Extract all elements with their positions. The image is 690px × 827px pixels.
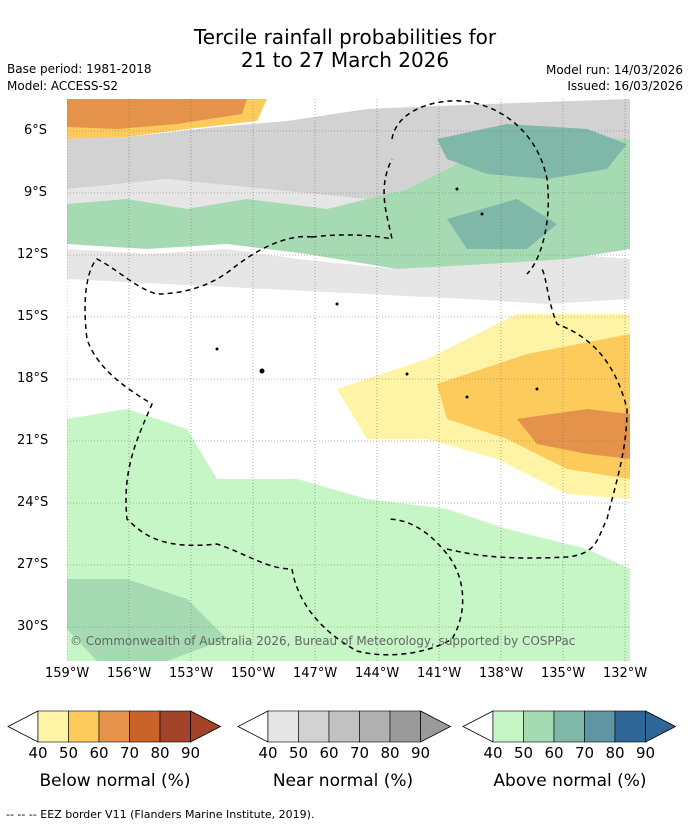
legend-near-min-arrow [237, 710, 269, 743]
lat-label-9s: 9°S [24, 185, 48, 200]
island [535, 387, 539, 391]
legend-below-swatch [98, 710, 130, 743]
eez-border-east [446, 268, 628, 559]
island [405, 372, 409, 376]
legend-below-tick: 60 [89, 744, 109, 762]
legend-near-normal [237, 710, 452, 743]
legend-below-tick: 50 [58, 744, 79, 762]
legend-above-swatch [584, 710, 616, 743]
island [465, 395, 469, 399]
chart-title-line2: 21 to 27 March 2026 [240, 48, 450, 72]
chart-title-line1: Tercile rainfall probabilities for [193, 25, 497, 49]
legend-near-tick: 70 [349, 744, 370, 762]
legend-above-max-arrow [645, 710, 677, 743]
eez-border-inner [311, 158, 393, 240]
map-copyright: © Commonwealth of Australia 2026, Bureau… [70, 634, 576, 648]
lon-label-135w: 135°W [541, 666, 586, 681]
lon-gridlines [67, 99, 626, 661]
legend-bars [7, 710, 677, 743]
eez-border-north [391, 100, 550, 275]
legend-above-swatch [553, 710, 585, 743]
legend-below-min-arrow [7, 710, 39, 743]
legend-above-tick: 60 [544, 744, 564, 762]
legend-near-tick: 80 [380, 744, 400, 762]
legend-near-swatch [359, 710, 391, 743]
legend-label-near: Near normal (%) [272, 771, 414, 791]
eez-footnote: -- -- -- EEZ border V11 (Flanders Marine… [6, 808, 315, 821]
lon-label-156w: 156°W [107, 666, 152, 681]
legend-above-tick: 50 [513, 744, 534, 762]
above-normal-band-north-strong [437, 124, 627, 179]
lat-label-27s: 27°S [17, 557, 49, 572]
lon-label-159w: 159°W [45, 666, 90, 681]
above-normal-band-south-strong [67, 579, 227, 661]
lon-label-150w: 150°W [231, 666, 276, 681]
island [480, 212, 484, 216]
above-normal-band-south [67, 409, 630, 661]
lon-label-141w: 141°W [417, 666, 462, 681]
legend-above-tick: 40 [483, 744, 503, 762]
legend-near-tick: 90 [410, 744, 431, 762]
model-run: Model run: 14/03/2026 [545, 63, 683, 77]
legend-near-swatch [389, 710, 421, 743]
lon-label-132w: 132°W [603, 666, 648, 681]
legend-below-tick: 40 [28, 744, 48, 762]
lat-label-12s: 12°S [17, 247, 49, 262]
legend-above-min-arrow [462, 710, 494, 743]
legend-below-swatch [129, 710, 161, 743]
eez-border-west [84, 235, 313, 570]
legend-near-swatch [298, 710, 330, 743]
legend-label-above: Above normal (%) [493, 771, 647, 791]
lat-label-24s: 24°S [17, 495, 49, 510]
lat-label-18s: 18°S [17, 371, 49, 386]
legend-above-swatch [523, 710, 555, 743]
legend-above-tick: 90 [635, 744, 656, 762]
legend-above-tick: 80 [605, 744, 625, 762]
near-normal-band-mid [67, 249, 630, 304]
lat-label-30s: 30°S [17, 619, 49, 634]
lat-gridlines [67, 130, 630, 628]
lon-label-153w: 153°W [169, 666, 214, 681]
legend-below-tick: 90 [180, 744, 201, 762]
legend-below-tick: 80 [150, 744, 170, 762]
near-normal-band-north [67, 99, 630, 209]
above-normal-band-north-strong2 [447, 199, 557, 249]
legend-above-swatch [614, 710, 646, 743]
legend-below-swatch [159, 710, 191, 743]
island [259, 368, 265, 374]
island [335, 302, 339, 306]
legend-below-max-arrow [190, 710, 222, 743]
legend-above-normal [462, 710, 677, 743]
island [455, 187, 459, 191]
issued-date: Issued: 16/03/2026 [567, 79, 683, 93]
legend-near-tick: 50 [288, 744, 309, 762]
legend-near-tick: 60 [319, 744, 339, 762]
legend-below-tick: 70 [119, 744, 140, 762]
legend-near-max-arrow [420, 710, 452, 743]
below-normal-region-east-strong [517, 409, 630, 459]
legend-near-swatch [267, 710, 299, 743]
island [215, 347, 219, 351]
base-period: Base period: 1981-2018 [7, 62, 152, 76]
legend-below-normal [7, 710, 222, 743]
islands [215, 187, 539, 399]
lat-label-6s: 6°S [24, 123, 48, 138]
legend-near-tick: 40 [258, 744, 278, 762]
legend-below-swatch [68, 710, 100, 743]
lon-label-138w: 138°W [479, 666, 524, 681]
lat-label-15s: 15°S [17, 309, 49, 324]
legend-near-swatch [328, 710, 360, 743]
below-normal-region-top-strong [67, 99, 247, 129]
legend-label-below: Below normal (%) [39, 771, 191, 791]
legend-above-swatch [492, 710, 524, 743]
lon-label-144w: 144°W [355, 666, 400, 681]
lat-label-21s: 21°S [17, 433, 49, 448]
lon-label-147w: 147°W [293, 666, 338, 681]
eez-border-south [291, 518, 464, 656]
model-name: Model: ACCESS-S2 [7, 79, 119, 93]
probability-map [67, 99, 630, 661]
legend-below-swatch [37, 710, 69, 743]
legend-above-tick: 70 [574, 744, 595, 762]
